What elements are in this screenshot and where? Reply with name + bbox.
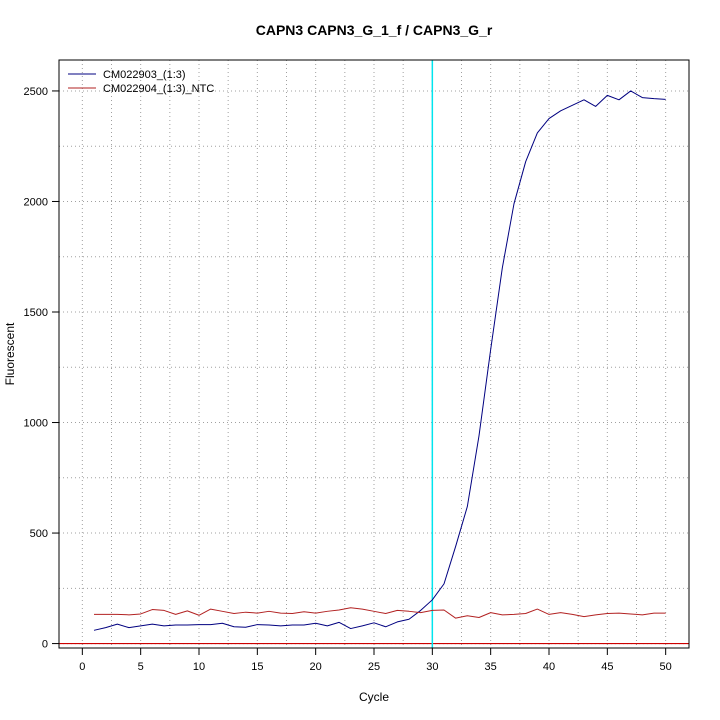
x-tick-label: 30 [426, 661, 438, 673]
legend: CM022903_(1:3) CM022904_(1:3)_NTC [68, 69, 214, 95]
x-tick-label: 50 [660, 661, 672, 673]
x-axis-label: Cycle [359, 690, 389, 704]
grid-lines [59, 60, 689, 648]
x-tick-label: 10 [193, 661, 205, 673]
x-tick-label: 40 [543, 661, 555, 673]
y-tick-label: 0 [42, 639, 48, 651]
chart-title: CAPN3 CAPN3_G_1_f / CAPN3_G_r [256, 22, 493, 38]
x-tick-label: 20 [310, 661, 322, 673]
x-tick-label: 5 [138, 661, 144, 673]
y-tick-label: 500 [30, 528, 48, 540]
x-tick-label: 0 [79, 661, 85, 673]
series-line-2 [94, 607, 666, 619]
y-tick-label: 2500 [24, 86, 48, 98]
x-tick-label: 35 [485, 661, 497, 673]
series-line-1 [93, 90, 666, 631]
y-tick-label: 1500 [24, 307, 48, 319]
reference-lines [59, 60, 689, 648]
y-tick-label: 2000 [24, 196, 48, 208]
legend-label-2: CM022904_(1:3)_NTC [103, 83, 214, 95]
x-tick-label: 15 [251, 661, 263, 673]
legend-label-1: CM022903_(1:3) [103, 69, 186, 81]
y-tick-label: 1000 [24, 418, 48, 430]
y-axis-label: Fluorescent [3, 322, 17, 385]
series-layer [93, 90, 666, 631]
x-tick-label: 45 [601, 661, 613, 673]
y-axis: 0 500 1000 1500 2000 2500 [24, 86, 59, 651]
x-axis: 0 5 10 15 20 25 30 35 40 45 50 [79, 648, 672, 673]
x-tick-label: 25 [368, 661, 380, 673]
